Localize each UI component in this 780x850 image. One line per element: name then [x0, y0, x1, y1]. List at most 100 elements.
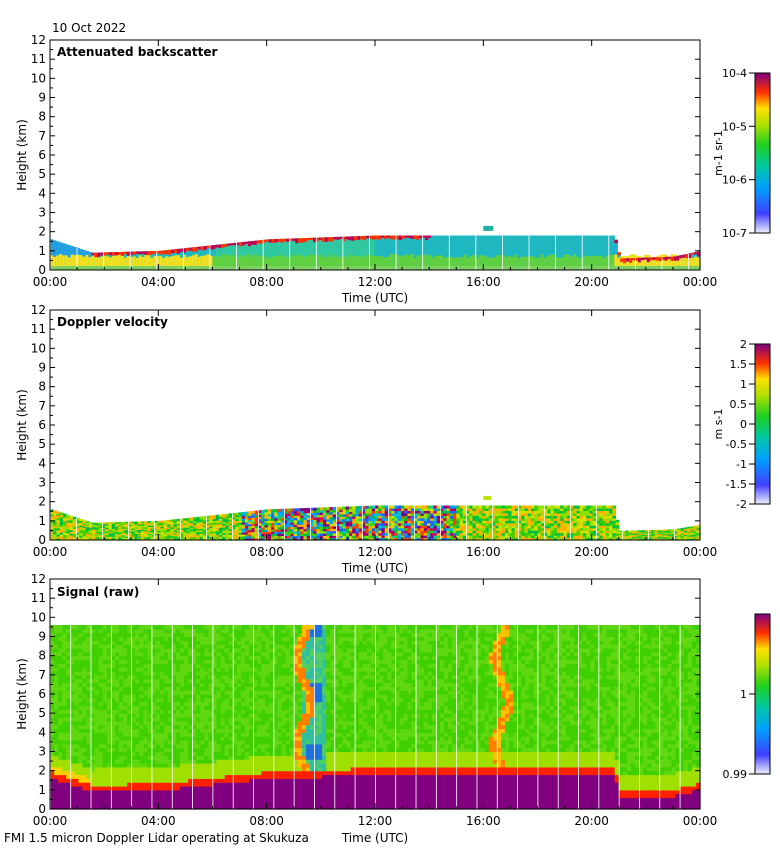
signal-cell	[62, 682, 67, 687]
signal-cell	[94, 782, 100, 787]
backscatter-cell	[283, 238, 287, 242]
velocity-cell	[180, 536, 184, 540]
velocity-cell	[105, 536, 110, 539]
velocity-cell	[430, 505, 435, 509]
velocity-cell	[362, 530, 366, 534]
backscatter-cell	[357, 236, 361, 240]
velocity-cell	[417, 520, 422, 524]
backscatter-cell	[457, 257, 462, 266]
backscatter-cell	[570, 266, 574, 270]
velocity-cell	[446, 512, 451, 516]
velocity-cell	[56, 537, 61, 541]
velocity-cell	[534, 512, 539, 516]
velocity-cell	[495, 505, 500, 509]
velocity-cell	[485, 515, 490, 519]
velocity-cell	[316, 521, 321, 525]
signal-cell	[106, 743, 112, 749]
signal-cell	[86, 682, 92, 687]
velocity-cell	[368, 520, 373, 524]
signal-cell	[98, 747, 104, 753]
signal-cell	[139, 628, 145, 634]
backscatter-cell	[578, 266, 583, 270]
signal-cell	[58, 644, 63, 649]
velocity-cell	[128, 536, 132, 538]
backscatter-cell	[242, 266, 246, 270]
signal-cell	[66, 651, 71, 657]
velocity-cell	[401, 510, 405, 514]
velocity-cell	[462, 530, 467, 534]
backscatter-cell	[348, 236, 352, 270]
signal-cell	[54, 686, 59, 691]
velocity-cell	[277, 517, 282, 521]
signal-cell	[82, 651, 88, 657]
velocity-cell	[475, 535, 480, 539]
velocity-cell	[531, 512, 535, 516]
velocity-cell	[332, 530, 337, 534]
velocity-cell	[186, 536, 191, 540]
backscatter-cell	[481, 235, 485, 270]
signal-cell	[62, 740, 67, 745]
velocity-cell	[397, 510, 402, 514]
signal-cell	[123, 747, 128, 753]
velocity-cell	[189, 533, 194, 536]
signal-cell	[139, 755, 145, 760]
signal-cell	[94, 701, 100, 707]
velocity-cell	[332, 518, 337, 522]
velocity-cell	[232, 520, 236, 524]
velocity-cell	[245, 519, 249, 523]
velocity-cell	[66, 538, 71, 541]
velocity-cell	[527, 525, 532, 529]
velocity-cell	[420, 510, 425, 514]
signal-cell	[86, 705, 92, 710]
signal-cell	[115, 732, 120, 737]
y-tick-label: 8	[38, 380, 46, 394]
velocity-cell	[280, 524, 285, 528]
velocity-cell	[251, 519, 256, 522]
velocity-cell	[53, 518, 58, 522]
signal-cell	[86, 644, 92, 649]
signal-cell	[102, 644, 108, 649]
velocity-cell	[170, 529, 175, 532]
velocity-cell	[118, 532, 123, 535]
velocity-cell	[150, 535, 155, 538]
velocity-cell	[469, 530, 474, 534]
signal-cell	[106, 628, 112, 634]
velocity-cell	[66, 529, 71, 532]
backscatter-cell	[454, 235, 459, 270]
signal-cell	[66, 766, 71, 772]
signal-cell	[74, 625, 80, 630]
signal-cell	[135, 759, 140, 764]
velocity-cell	[258, 520, 262, 524]
backscatter-cell	[673, 256, 677, 261]
signal-cell	[86, 640, 92, 645]
velocity-cell	[423, 520, 428, 524]
velocity-cell	[410, 520, 415, 524]
backscatter-cell	[549, 235, 553, 270]
signal-cell	[98, 632, 104, 638]
backscatter-cell	[301, 266, 305, 270]
velocity-cell	[228, 528, 233, 532]
signal-cell	[123, 651, 128, 657]
velocity-cell	[407, 522, 412, 526]
colorbar	[754, 72, 771, 234]
velocity-cell	[137, 526, 142, 529]
velocity-cell	[479, 510, 483, 514]
backscatter-cell	[126, 255, 131, 266]
velocity-cell	[397, 505, 402, 509]
signal-cell	[62, 690, 67, 695]
backscatter-cell	[295, 238, 299, 270]
backscatter-cell	[333, 236, 338, 240]
velocity-cell	[118, 521, 123, 524]
signal-cell	[82, 694, 88, 699]
velocity-cell	[342, 509, 347, 513]
signal-cell	[102, 759, 108, 764]
velocity-cell	[176, 532, 181, 535]
velocity-cell	[404, 532, 409, 536]
backscatter-cell	[218, 256, 222, 266]
backscatter-cell	[578, 257, 583, 266]
signal-cell	[94, 740, 100, 745]
signal-cell	[86, 786, 92, 791]
velocity-cell	[427, 515, 431, 519]
velocity-cell	[274, 526, 279, 530]
backscatter-cell	[676, 255, 680, 266]
